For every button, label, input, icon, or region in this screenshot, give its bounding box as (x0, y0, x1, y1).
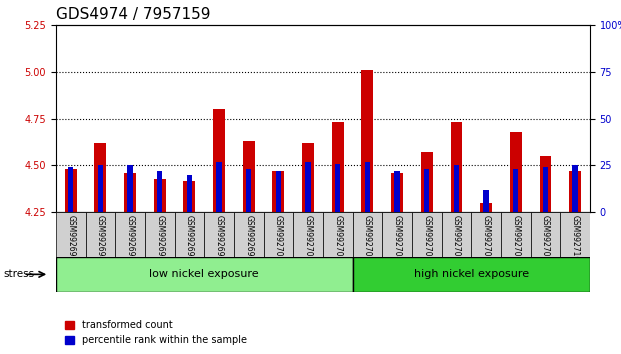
Bar (127, 165, 133, 212)
Bar (94, 143, 106, 212)
Bar (97, 165, 103, 212)
Bar (65, 169, 76, 212)
Bar (175, 212, 204, 257)
Bar (353, 257, 590, 292)
Text: GSM992708: GSM992708 (511, 215, 520, 261)
Text: GSM992694: GSM992694 (96, 215, 105, 261)
Bar (116, 212, 145, 257)
Bar (471, 212, 501, 257)
Bar (424, 169, 430, 212)
Bar (183, 181, 196, 212)
Bar (157, 171, 163, 212)
Bar (454, 165, 459, 212)
Bar (246, 169, 252, 212)
Bar (302, 143, 314, 212)
Bar (204, 212, 234, 257)
Text: GSM992706: GSM992706 (452, 215, 461, 261)
Text: GSM992700: GSM992700 (274, 215, 283, 261)
Bar (540, 156, 551, 212)
Legend: transformed count, percentile rank within the sample: transformed count, percentile rank withi… (61, 316, 251, 349)
Text: GSM992698: GSM992698 (215, 215, 224, 261)
Bar (323, 212, 353, 257)
Bar (573, 165, 578, 212)
Bar (391, 173, 403, 212)
Bar (530, 212, 560, 257)
Text: GSM992695: GSM992695 (125, 215, 135, 261)
Bar (234, 212, 263, 257)
Bar (124, 173, 136, 212)
Bar (293, 212, 323, 257)
Bar (569, 171, 581, 212)
Bar (216, 162, 222, 212)
Text: GSM992709: GSM992709 (541, 215, 550, 261)
Bar (394, 171, 400, 212)
Text: GDS4974 / 7957159: GDS4974 / 7957159 (56, 7, 211, 22)
Bar (145, 212, 175, 257)
Text: GSM992699: GSM992699 (244, 215, 253, 261)
Bar (510, 132, 522, 212)
Text: GSM992702: GSM992702 (333, 215, 342, 261)
Text: stress: stress (3, 269, 34, 279)
Text: GSM992703: GSM992703 (363, 215, 372, 261)
Bar (68, 167, 73, 212)
Bar (412, 212, 442, 257)
Bar (361, 70, 373, 212)
Text: GSM992710: GSM992710 (571, 215, 579, 261)
Bar (86, 212, 116, 257)
Text: GSM992704: GSM992704 (392, 215, 402, 261)
Bar (480, 203, 492, 212)
Bar (560, 212, 590, 257)
Bar (332, 122, 343, 212)
Bar (501, 212, 530, 257)
Text: GSM992697: GSM992697 (185, 215, 194, 261)
Text: GSM992693: GSM992693 (66, 215, 75, 261)
Bar (213, 109, 225, 212)
Text: GSM992701: GSM992701 (304, 215, 312, 261)
Text: low nickel exposure: low nickel exposure (150, 269, 259, 279)
Text: GSM992696: GSM992696 (155, 215, 164, 261)
Bar (273, 171, 284, 212)
Bar (56, 212, 86, 257)
Bar (263, 212, 293, 257)
Bar (335, 164, 340, 212)
Bar (513, 169, 519, 212)
Bar (421, 152, 433, 212)
Bar (306, 162, 310, 212)
Bar (243, 141, 255, 212)
Text: GSM992707: GSM992707 (482, 215, 491, 261)
Bar (442, 212, 471, 257)
Bar (365, 162, 370, 212)
Bar (543, 167, 548, 212)
Bar (450, 122, 463, 212)
Bar (353, 212, 383, 257)
Bar (276, 171, 281, 212)
Bar (154, 179, 166, 212)
Bar (187, 175, 192, 212)
Bar (483, 190, 489, 212)
Text: high nickel exposure: high nickel exposure (414, 269, 529, 279)
Bar (56, 257, 353, 292)
Text: GSM992705: GSM992705 (422, 215, 431, 261)
Bar (383, 212, 412, 257)
